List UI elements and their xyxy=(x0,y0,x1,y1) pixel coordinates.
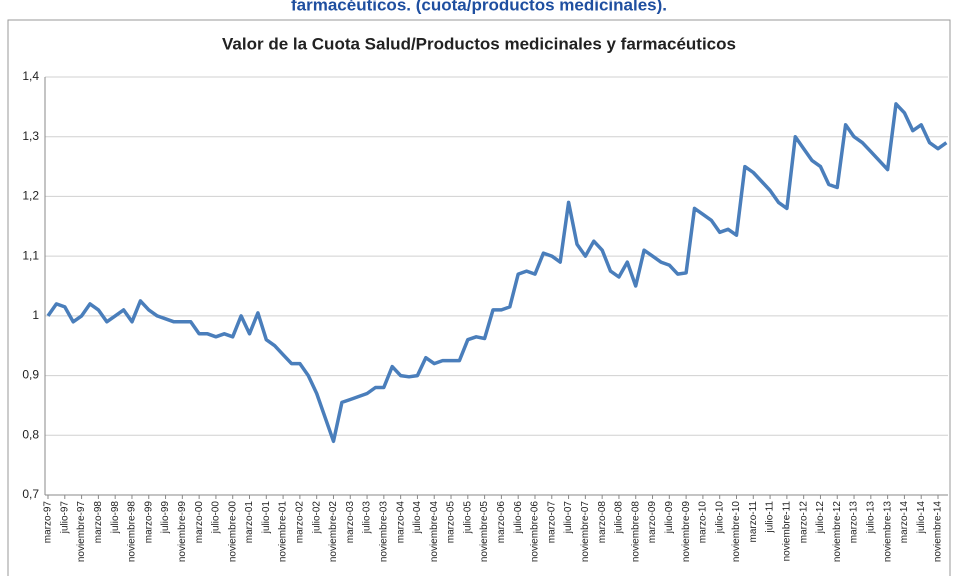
y-tick-label: 0,7 xyxy=(22,487,39,501)
x-tick-label: noviembre-06 xyxy=(530,501,541,563)
x-tick-label: julio-03 xyxy=(362,501,373,535)
x-tick-label: noviembre-10 xyxy=(731,501,742,563)
x-tick-label: julio-11 xyxy=(765,501,776,534)
x-tick-label: julio-10 xyxy=(714,501,725,535)
x-tick-label: marzo-00 xyxy=(194,501,205,544)
x-tick-label: julio-06 xyxy=(513,501,524,535)
x-tick-label: julio-04 xyxy=(412,501,423,535)
x-tick-label: noviembre-04 xyxy=(429,501,440,563)
y-tick-label: 0,9 xyxy=(22,368,39,382)
x-tick-label: julio-07 xyxy=(563,501,574,535)
x-tick-label: marzo-03 xyxy=(345,501,356,544)
x-tick-label: marzo-98 xyxy=(93,501,104,544)
x-tick-label: marzo-08 xyxy=(597,501,608,544)
x-tick-label: noviembre-02 xyxy=(328,501,339,563)
x-tick-label: noviembre-03 xyxy=(378,501,389,563)
x-tick-label: marzo-99 xyxy=(143,501,154,544)
x-tick-label: marzo-04 xyxy=(395,501,406,544)
x-tick-label: noviembre-05 xyxy=(479,501,490,563)
chart-frame xyxy=(7,19,951,576)
x-tick-label: julio-14 xyxy=(916,501,927,535)
page-title: farmacéuticos. (cuota/productos medicina… xyxy=(291,0,667,14)
x-tick-label: noviembre-98 xyxy=(127,501,138,563)
data-line xyxy=(46,102,948,444)
x-tick-label: julio-00 xyxy=(211,501,222,535)
x-tick-label: julio-98 xyxy=(110,501,121,535)
y-tick-label: 1,3 xyxy=(22,129,39,143)
x-tick-label: marzo-11 xyxy=(748,501,759,543)
y-tick-label: 1,4 xyxy=(22,69,39,83)
x-tick-label: julio-97 xyxy=(59,501,70,535)
x-tick-label: marzo-12 xyxy=(798,501,809,544)
x-tick-label: marzo-09 xyxy=(647,501,658,544)
x-tick-label: noviembre-01 xyxy=(278,501,289,563)
x-tick-label: noviembre-09 xyxy=(681,501,692,563)
x-tick-label: marzo-13 xyxy=(849,501,860,544)
x-tick-label: noviembre-00 xyxy=(227,501,238,563)
y-tick-label: 1 xyxy=(32,308,39,322)
x-tick-label: noviembre-11 xyxy=(782,501,793,562)
x-tick-label: noviembre-07 xyxy=(580,501,591,563)
x-tick-label: marzo-97 xyxy=(43,501,54,544)
y-tick-label: 1,1 xyxy=(22,248,39,262)
x-tick-label: noviembre-12 xyxy=(832,501,843,563)
x-tick-label: julio-12 xyxy=(815,501,826,535)
x-tick-label: julio-01 xyxy=(261,501,272,535)
x-tick-label: julio-08 xyxy=(614,501,625,535)
x-tick-label: noviembre-14 xyxy=(933,501,944,563)
x-tick-label: julio-09 xyxy=(664,501,675,535)
x-tick-label: julio-99 xyxy=(160,501,171,535)
x-tick-label: julio-05 xyxy=(462,501,473,535)
x-tick-label: marzo-07 xyxy=(546,501,557,544)
x-tick-label: marzo-06 xyxy=(496,501,507,544)
x-tick-label: marzo-14 xyxy=(899,501,910,544)
x-tick-label: marzo-01 xyxy=(244,501,255,544)
x-tick-label: noviembre-08 xyxy=(630,501,641,563)
chart-title: Valor de la Cuota Salud/Productos medici… xyxy=(222,34,736,53)
x-tick-label: marzo-05 xyxy=(446,501,457,544)
x-tick-label: julio-13 xyxy=(865,501,876,535)
x-tick-label: noviembre-99 xyxy=(177,501,188,563)
x-tick-label: noviembre-97 xyxy=(76,501,87,563)
x-tick-label: marzo-02 xyxy=(295,501,306,544)
x-tick-label: julio-02 xyxy=(311,501,322,535)
x-tick-label: noviembre-13 xyxy=(882,501,893,563)
x-tick-label: marzo-10 xyxy=(698,501,709,544)
y-tick-label: 0,8 xyxy=(22,427,39,441)
y-tick-label: 1,2 xyxy=(22,189,39,203)
